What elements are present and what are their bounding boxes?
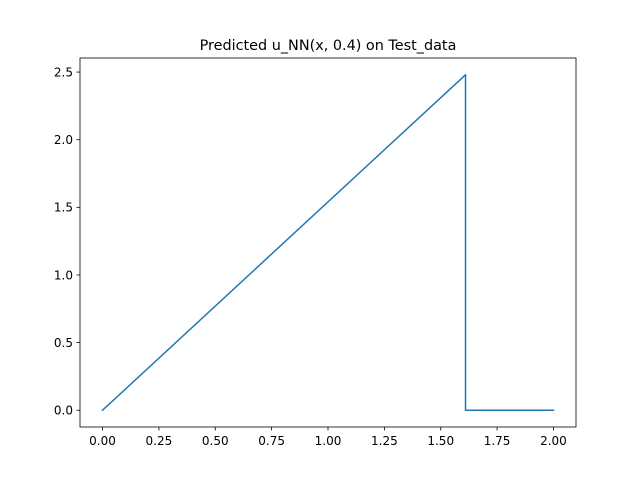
x-tick-label: 1.50 bbox=[427, 434, 454, 448]
x-tick-label: 0.25 bbox=[146, 434, 173, 448]
y-tick-label: 2.5 bbox=[54, 65, 73, 79]
y-tick-label: 1.5 bbox=[54, 201, 73, 215]
y-tick-label: 1.0 bbox=[54, 268, 73, 282]
y-tick-label: 2.0 bbox=[54, 133, 73, 147]
x-tick-label: 2.00 bbox=[540, 434, 567, 448]
x-tick-label: 0.75 bbox=[258, 434, 285, 448]
x-tick-label: 1.75 bbox=[484, 434, 511, 448]
chart-title: Predicted u_NN(x, 0.4) on Test_data bbox=[200, 38, 457, 54]
x-tick-label: 1.00 bbox=[315, 434, 342, 448]
y-axis: 0.0 0.5 1.0 1.5 2.0 2.5 bbox=[54, 65, 80, 418]
y-tick-label: 0.0 bbox=[54, 404, 73, 418]
y-tick-label: 0.5 bbox=[54, 336, 73, 350]
series-line-0 bbox=[101, 74, 555, 412]
x-axis: 0.00 0.25 0.50 0.75 1.00 1.25 1.50 1.75 2.00 bbox=[89, 427, 567, 448]
x-tick-label: 1.25 bbox=[371, 434, 398, 448]
x-tick-label: 0.00 bbox=[89, 434, 116, 448]
x-tick-label: 0.50 bbox=[202, 434, 229, 448]
